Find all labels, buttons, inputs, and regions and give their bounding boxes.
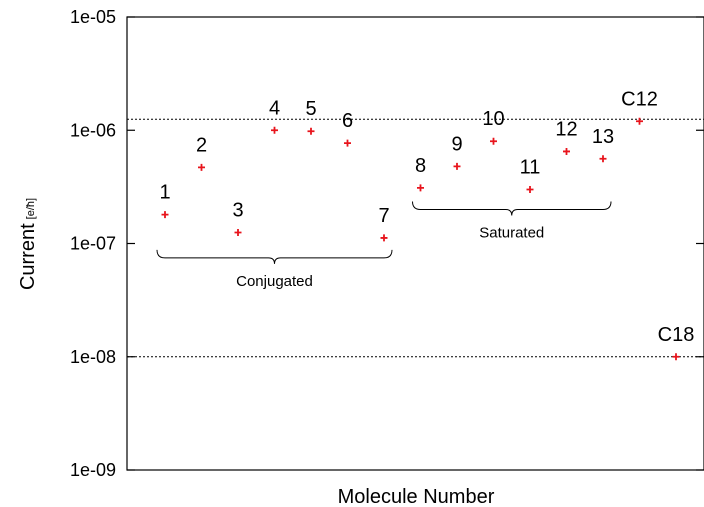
point-marker (344, 139, 351, 147)
point-label: 4 (269, 97, 280, 119)
point-label: 9 (451, 133, 462, 155)
point-marker (599, 155, 607, 163)
point-marker (453, 162, 461, 170)
point-label: 10 (482, 108, 504, 130)
point-label: 8 (415, 155, 426, 177)
y-axis-title: Current [e/ħ] (17, 198, 39, 290)
y-tick-label: 1e-08 (70, 347, 116, 367)
data-point: 1 (159, 182, 171, 219)
data-point: C18 (658, 324, 695, 361)
data-point: 7 (378, 205, 390, 242)
point-marker (490, 137, 497, 145)
x-axis-title: Molecule Number (338, 486, 495, 507)
data-point: C12 (621, 88, 658, 125)
y-tick-label: 1e-06 (70, 120, 116, 140)
group-bracket (156, 249, 393, 264)
y-axis-title-group: Current [e/ħ] (17, 198, 39, 290)
group-bracket (412, 201, 612, 216)
reference-lines (127, 118, 704, 358)
point-label: C18 (658, 324, 695, 346)
data-point: 2 (196, 134, 207, 171)
point-label: 12 (555, 118, 577, 140)
y-axis-unit: [e/ħ] (25, 198, 37, 219)
data-point: 3 (232, 200, 244, 237)
point-marker (161, 211, 169, 219)
group-label: Saturated (479, 224, 544, 241)
point-marker (198, 163, 205, 171)
y-axis-ticks: 1e-09 1e-08 1e-07 1e-06 1e-05 (70, 7, 704, 480)
point-label: 3 (232, 200, 243, 222)
plot-frame (126, 16, 704, 471)
data-point: 13 (592, 126, 614, 163)
data-point: 10 (482, 108, 505, 145)
point-marker (563, 147, 570, 155)
point-label: 6 (342, 110, 353, 132)
group-brackets: Conjugated Saturated (156, 201, 612, 290)
point-label: 2 (196, 134, 207, 156)
y-axis-title-text: Current (17, 223, 39, 290)
y-tick-label: 1e-05 (70, 7, 116, 27)
data-point: 11 (520, 156, 541, 193)
y-tick-label: 1e-09 (70, 460, 116, 480)
point-marker (271, 126, 278, 134)
point-marker (672, 353, 680, 361)
data-point: 12 (555, 118, 578, 155)
point-label: 7 (378, 205, 389, 227)
point-marker (417, 184, 424, 192)
point-label: 13 (592, 126, 614, 148)
point-label: 1 (159, 182, 170, 204)
point-marker (636, 117, 643, 125)
data-point: 5 (305, 98, 317, 135)
point-marker (234, 229, 242, 237)
point-marker (526, 185, 534, 193)
data-point: 9 (451, 133, 463, 170)
data-point: 8 (415, 155, 426, 192)
point-label: 5 (305, 98, 316, 120)
point-label: C12 (621, 88, 658, 110)
y-tick-label: 1e-07 (70, 234, 116, 254)
data-point: 4 (269, 97, 280, 134)
point-label: 11 (520, 156, 541, 178)
group-label: Conjugated (236, 273, 313, 290)
data-point: 6 (342, 110, 353, 147)
point-marker (380, 234, 388, 242)
point-marker (307, 127, 315, 135)
